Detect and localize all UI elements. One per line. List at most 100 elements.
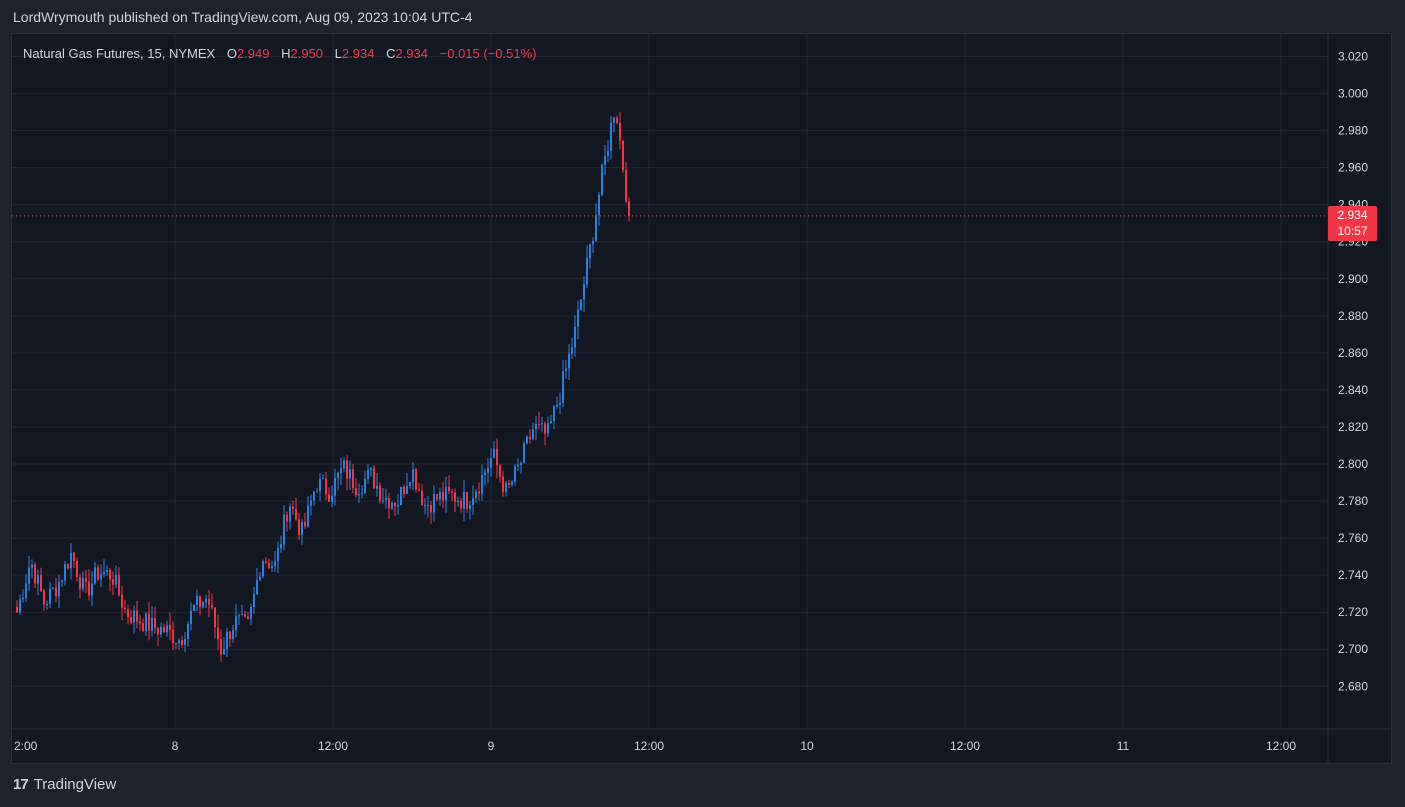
candle-body xyxy=(232,629,234,640)
candle-body xyxy=(346,460,348,479)
tradingview-brand[interactable]: 17 TradingView xyxy=(13,776,116,793)
x-tick-label: 12:00 xyxy=(318,739,348,753)
candle-body xyxy=(64,563,66,581)
candle-body xyxy=(460,501,462,509)
candle-body xyxy=(91,583,93,596)
candle-body xyxy=(163,626,165,633)
bar-countdown: 10:57 xyxy=(1337,223,1368,238)
candle-body xyxy=(505,483,507,492)
candle-body xyxy=(472,498,474,505)
high-label: H xyxy=(281,46,291,61)
last-price-tag: 2.934 10:57 xyxy=(1328,205,1377,241)
candle-body xyxy=(556,404,558,407)
candle-body xyxy=(520,462,522,465)
candle-body xyxy=(325,478,327,495)
candle-body xyxy=(562,371,564,403)
candle-body xyxy=(382,500,384,502)
candle-body xyxy=(109,569,111,580)
candle-body xyxy=(487,467,489,473)
candle-body xyxy=(415,469,417,490)
candle-body xyxy=(316,491,318,493)
y-tick-label: 2.820 xyxy=(1338,420,1368,434)
candle-body xyxy=(181,640,183,645)
candle-body xyxy=(622,140,624,171)
symbol-legend: Natural Gas Futures, 15, NYMEX O2.949 H2… xyxy=(23,46,537,61)
x-tick-label: 11 xyxy=(1117,739,1130,753)
candle-body xyxy=(106,569,108,572)
candle-body xyxy=(388,498,390,509)
candle-body xyxy=(61,580,63,582)
candle-body xyxy=(337,472,339,478)
candle-body xyxy=(367,469,369,479)
candle-body xyxy=(214,607,216,628)
candle-body xyxy=(178,640,180,644)
y-tick-label: 2.840 xyxy=(1338,383,1368,397)
candle-body xyxy=(571,347,573,354)
candle-body xyxy=(55,587,57,597)
candle-body xyxy=(328,494,330,502)
candle-body xyxy=(280,544,282,549)
candle-body xyxy=(142,623,144,631)
candle-body xyxy=(226,631,228,649)
y-tick-label: 2.760 xyxy=(1338,531,1368,545)
candle-body xyxy=(583,284,585,300)
candle-body xyxy=(358,493,360,496)
y-tick-label: 2.980 xyxy=(1338,124,1368,138)
candle-body xyxy=(52,587,54,589)
candle-body xyxy=(274,561,276,566)
x-tick-label: 12:00 xyxy=(634,739,664,753)
low-value: 2.934 xyxy=(341,46,375,61)
candle-body xyxy=(355,488,357,496)
chart-panel[interactable]: 2.680 2.700 2.720 2.740 2.760 2.780 2.800 2.820… xyxy=(11,33,1392,764)
close-value: 2.934 xyxy=(395,46,429,61)
candle-body xyxy=(601,164,603,195)
candle-body xyxy=(349,469,351,479)
candle-body xyxy=(559,402,561,405)
candle-body xyxy=(127,608,129,618)
candle-body xyxy=(310,500,312,506)
candlestick-chart[interactable]: 2.680 2.700 2.720 2.740 2.760 2.780 2.800 2.820… xyxy=(12,34,1392,764)
candle-body xyxy=(586,258,588,285)
candle-body xyxy=(565,368,567,372)
candle-body xyxy=(577,309,579,327)
candle-body xyxy=(484,472,486,476)
candle-body xyxy=(442,491,444,501)
candle-body xyxy=(121,594,123,608)
candle-body xyxy=(196,595,198,606)
candle-body xyxy=(193,605,195,611)
candle-body xyxy=(304,522,306,527)
candle-body xyxy=(418,489,420,491)
candle-body xyxy=(100,573,102,580)
candle-body xyxy=(211,604,213,608)
candle-body xyxy=(595,215,597,241)
candle-body xyxy=(151,617,153,631)
candle-body xyxy=(628,201,630,216)
candle-body xyxy=(313,491,315,501)
candle-body xyxy=(172,629,174,644)
x-tick-label: 12:00 xyxy=(950,739,980,753)
x-tick-label: 9 xyxy=(488,739,495,753)
candle-body xyxy=(103,571,105,574)
candle-body xyxy=(529,436,531,440)
candle-body xyxy=(454,492,456,502)
symbol-title[interactable]: Natural Gas Futures, 15, NYMEX xyxy=(23,46,216,61)
last-price-value: 2.934 xyxy=(1337,207,1368,222)
y-tick-label: 2.700 xyxy=(1338,642,1368,656)
open-label: O xyxy=(226,46,237,61)
x-tick-label: 2:00 xyxy=(14,739,38,753)
candle-body xyxy=(292,506,294,509)
candle-body xyxy=(229,631,231,640)
candle-body xyxy=(19,599,21,613)
candle-body xyxy=(532,429,534,440)
candle-body xyxy=(319,478,321,492)
candle-body xyxy=(145,613,147,631)
candle-body xyxy=(613,117,615,123)
candle-body xyxy=(130,617,132,623)
y-tick-label: 3.000 xyxy=(1338,87,1368,101)
candle-body xyxy=(295,508,297,520)
candle-body xyxy=(37,575,39,584)
candle-body xyxy=(31,564,33,568)
candle-body xyxy=(43,590,45,605)
candle-body xyxy=(307,505,309,527)
candle-body xyxy=(157,628,159,635)
